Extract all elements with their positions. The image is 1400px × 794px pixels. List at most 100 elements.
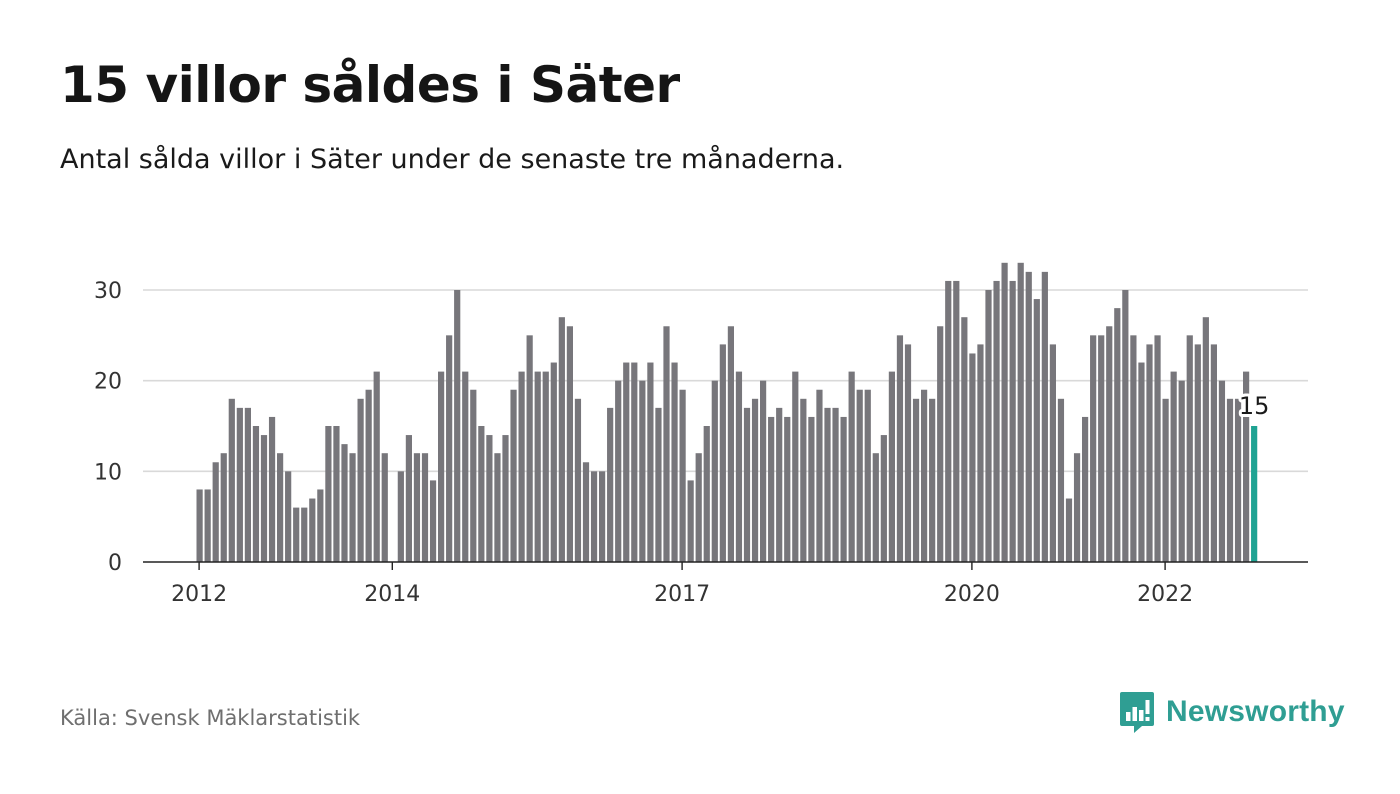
bar: [542, 371, 549, 562]
bar: [808, 416, 815, 562]
bar-chart-speech-bubble-icon: [1120, 692, 1154, 733]
bar: [341, 444, 348, 562]
bar: [1025, 271, 1032, 562]
bar: [413, 453, 421, 562]
bar: [703, 426, 710, 562]
source-note: Källa: Svensk Mäklarstatistik: [60, 706, 361, 730]
bar: [518, 371, 525, 562]
bar: [204, 489, 211, 562]
bar: [1202, 317, 1209, 562]
bar: [832, 407, 839, 562]
bar: [534, 371, 541, 562]
bar: [1057, 398, 1065, 562]
bar-highlight: [1251, 426, 1258, 562]
bar: [824, 407, 831, 562]
bar: [252, 426, 260, 562]
bar: [695, 453, 702, 562]
last-value-label-halo: 15: [1239, 392, 1270, 420]
bar: [937, 326, 944, 562]
bar: [1218, 380, 1226, 562]
bar: [639, 380, 646, 562]
bar: [896, 335, 904, 562]
bar: [582, 462, 590, 562]
bar: [1082, 416, 1089, 562]
bar: [1194, 344, 1201, 562]
bar: [365, 389, 372, 562]
bar: [1065, 498, 1073, 562]
bar: [349, 453, 356, 562]
x-tick-label: 2017: [654, 582, 710, 607]
bar: [1098, 335, 1105, 562]
bar: [244, 407, 251, 562]
bar: [888, 371, 895, 562]
bar: [800, 398, 807, 562]
bar: [880, 435, 887, 562]
bar: [1178, 380, 1185, 562]
bar: [381, 453, 388, 562]
bar: [655, 407, 662, 562]
bar: [1114, 308, 1121, 562]
bar: [647, 362, 654, 562]
bar: [1073, 453, 1081, 562]
bar: [429, 480, 437, 562]
bar: [1033, 299, 1040, 562]
y-tick-label: 0: [108, 551, 122, 576]
bar: [607, 407, 614, 562]
chart-subtitle: Antal sålda villor i Säter under de sena…: [60, 144, 845, 175]
bar: [977, 344, 984, 562]
bar: [840, 416, 847, 562]
bar: [1154, 335, 1161, 562]
bar: [550, 362, 557, 562]
bar: [301, 507, 308, 562]
bar: [486, 435, 493, 562]
bar: [856, 389, 863, 562]
bar: [1130, 335, 1137, 562]
bar: [1122, 290, 1129, 562]
bar: [558, 317, 565, 562]
bar: [945, 280, 952, 562]
bar: [574, 398, 582, 562]
bar: [333, 426, 340, 562]
bar: [405, 435, 412, 562]
bar: [1090, 335, 1097, 562]
brand-logo: Newsworthy: [1118, 690, 1345, 734]
bar: [462, 371, 469, 562]
y-tick-label: 10: [94, 460, 122, 485]
bar: [679, 389, 686, 562]
bar: [566, 326, 573, 562]
bar: [470, 389, 477, 562]
bar: [1138, 362, 1145, 562]
bar: [816, 389, 823, 562]
bar: [671, 362, 678, 562]
bar: [904, 344, 912, 562]
bar: [478, 426, 485, 562]
chart-title: 15 villor såldes i Säter: [60, 56, 680, 114]
x-tick-label: 2022: [1137, 582, 1193, 607]
bar: [751, 398, 759, 562]
bar: [268, 416, 276, 562]
bar: [502, 435, 509, 562]
bar: [985, 290, 992, 562]
bar: [212, 462, 219, 562]
bar: [921, 389, 928, 562]
x-tick-label: 2020: [944, 582, 1000, 607]
bar: [1226, 398, 1234, 562]
bar: [872, 453, 879, 562]
bar: [277, 453, 284, 562]
bar: [615, 380, 622, 562]
brand-name: Newsworthy: [1166, 695, 1345, 728]
y-tick-label: 30: [94, 279, 122, 304]
bar: [929, 398, 936, 562]
bar: [494, 453, 501, 562]
bar: [454, 290, 461, 562]
bar: [285, 471, 292, 562]
x-tick-label: 2014: [364, 582, 420, 607]
bar: [317, 489, 324, 562]
bar: [687, 480, 694, 562]
bar: [961, 317, 968, 562]
bar: [1001, 262, 1008, 562]
x-tick-label: 2012: [171, 582, 227, 607]
bar: [1106, 326, 1113, 562]
bar: [864, 389, 871, 562]
